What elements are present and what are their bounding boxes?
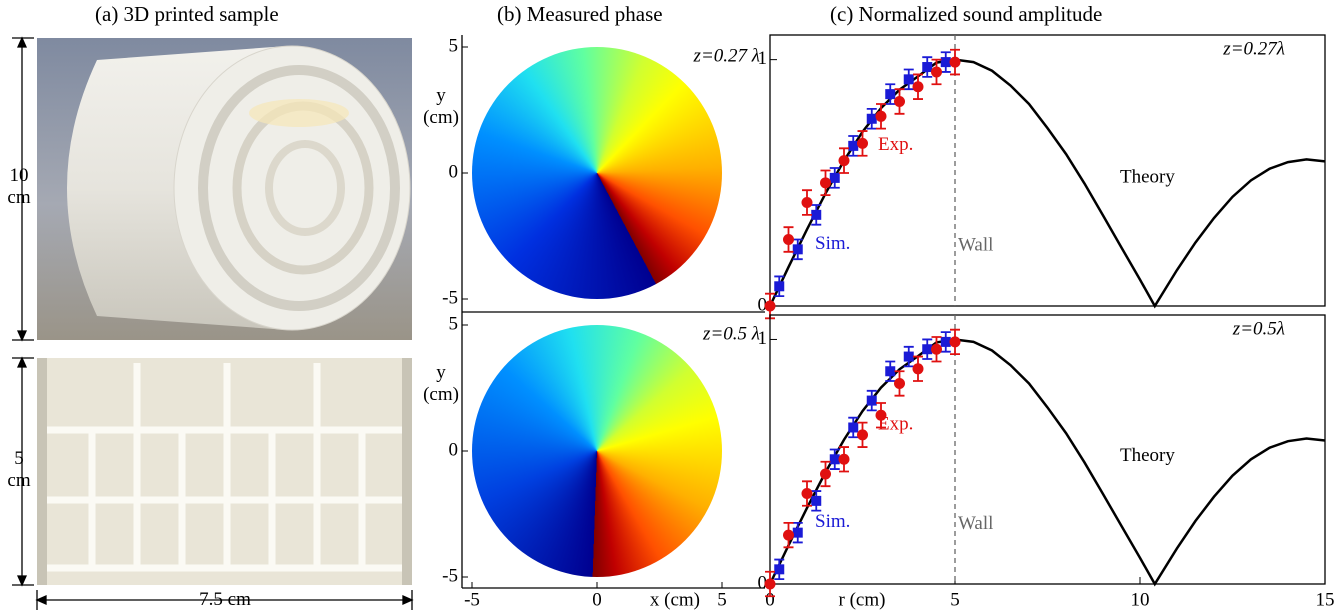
series-label: Theory xyxy=(1120,166,1175,187)
sim-point xyxy=(903,351,914,362)
series-label: Sim. xyxy=(815,233,850,254)
exp-point xyxy=(857,429,868,441)
exp-point xyxy=(912,363,924,375)
x-axis-label: x (cm) xyxy=(650,589,700,610)
sim-point xyxy=(866,395,877,406)
sim-point xyxy=(940,57,951,68)
sim-point xyxy=(811,209,822,220)
y-tick-label: 1 xyxy=(758,48,768,69)
annotation: z=0.5λ xyxy=(1232,318,1285,339)
annotation: z=0.27λ xyxy=(1222,38,1285,59)
sim-point xyxy=(885,89,896,100)
exp-point xyxy=(949,56,961,68)
y-tick-label: 0 xyxy=(758,572,768,593)
photo-cylinder xyxy=(37,38,412,340)
ring xyxy=(198,65,400,311)
annotation: z=0.27 λ xyxy=(693,45,760,66)
x-tick-label: 0 xyxy=(765,589,775,610)
cylinder-drawing xyxy=(67,45,411,331)
sim-point xyxy=(848,140,859,151)
y-tick-label: 5 xyxy=(449,313,459,334)
sim-point xyxy=(940,336,951,347)
exp-point xyxy=(801,197,813,209)
exp-point xyxy=(857,137,868,149)
x-tick-label: 5 xyxy=(950,589,960,610)
sim-point xyxy=(792,244,803,255)
sim-point xyxy=(885,366,896,377)
cylinder-face xyxy=(173,45,411,331)
side-drawing xyxy=(37,358,412,585)
series-label: Theory xyxy=(1120,445,1175,466)
sim-point xyxy=(922,62,933,73)
wall-label: Wall xyxy=(958,235,993,256)
sim-point xyxy=(829,454,840,465)
phase-map xyxy=(472,325,722,577)
x-tick-label: 0 xyxy=(592,589,602,610)
dimension-label: 10 cm xyxy=(7,165,31,208)
y-tick-label: -5 xyxy=(442,565,458,586)
exp-point xyxy=(949,336,961,348)
sim-point xyxy=(903,74,914,85)
series-label: Exp. xyxy=(878,134,913,155)
x-tick-label: 10 xyxy=(1131,589,1150,610)
exp-point xyxy=(875,110,887,122)
y-tick-label: 0 xyxy=(758,294,768,315)
annotation: z=0.5 λ xyxy=(702,323,760,344)
exp-point xyxy=(801,488,813,500)
exp-point xyxy=(764,578,776,590)
x-tick-label: 15 xyxy=(1316,589,1335,610)
theory-line xyxy=(768,338,1326,587)
panel-title: (a) 3D printed sample xyxy=(95,2,279,26)
dimension-label: 5 cm xyxy=(7,448,31,491)
exp-point xyxy=(838,453,850,465)
exp-point xyxy=(931,66,942,78)
exp-point xyxy=(783,529,794,541)
exp-point xyxy=(838,155,850,167)
sim-point xyxy=(774,564,785,575)
phase-map xyxy=(472,47,722,299)
exp-point xyxy=(820,468,831,480)
exp-point xyxy=(820,177,831,189)
photo-side xyxy=(37,358,412,585)
plot-frame xyxy=(769,34,1326,307)
sim-point xyxy=(848,422,859,433)
y-tick-label: 1 xyxy=(758,328,768,349)
exp-point xyxy=(783,233,794,245)
x-tick-label: 5 xyxy=(717,589,727,610)
ring xyxy=(265,140,345,236)
y-tick-label: 5 xyxy=(449,35,459,56)
series-label: Sim. xyxy=(815,511,850,532)
glow xyxy=(249,99,349,127)
theory-line xyxy=(768,58,1326,309)
sim-point xyxy=(829,172,840,183)
exp-point xyxy=(931,343,942,355)
sim-point xyxy=(922,344,933,355)
panel-title: (c) Normalized sound amplitude xyxy=(830,2,1103,26)
dimension-arrows xyxy=(12,36,414,610)
x-axis-label: r (cm) xyxy=(839,589,886,610)
sim-point xyxy=(866,113,877,124)
y-tick-label: -5 xyxy=(442,287,458,308)
y-tick-label: 0 xyxy=(449,439,459,460)
plot-frame xyxy=(769,314,1326,585)
y-tick-label: 0 xyxy=(449,161,459,182)
exp-point xyxy=(764,300,776,312)
panel-title: (b) Measured phase xyxy=(497,2,663,26)
wall-label: Wall xyxy=(958,513,993,534)
exp-point xyxy=(912,81,924,93)
exp-point xyxy=(894,96,905,108)
exp-point xyxy=(875,409,887,421)
sim-point xyxy=(792,527,803,538)
sim-point xyxy=(774,281,785,292)
x-tick-label: -5 xyxy=(464,589,480,610)
sim-point xyxy=(811,495,822,506)
y-axis-label: y (cm) xyxy=(423,85,459,128)
y-axis-label: y (cm) xyxy=(423,362,459,405)
exp-point xyxy=(894,377,905,389)
series-label: Exp. xyxy=(878,413,913,434)
